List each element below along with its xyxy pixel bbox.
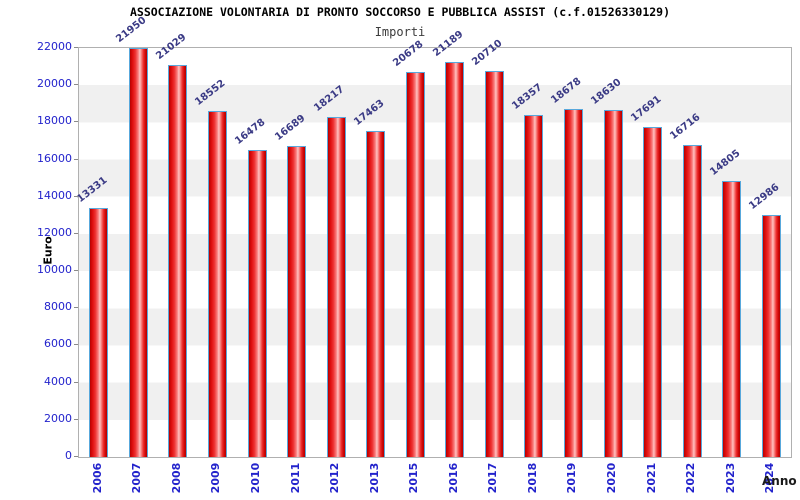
y-tick-label: 4000 xyxy=(44,374,72,388)
x-tick-label: 2022 xyxy=(684,462,698,494)
x-tick-label: 2009 xyxy=(209,462,223,494)
bar-2015 xyxy=(405,72,425,457)
bar-2017 xyxy=(484,71,504,457)
bar-2010 xyxy=(247,150,267,457)
x-tick-label: 2020 xyxy=(605,462,618,494)
y-tick-label: 10000 xyxy=(37,263,72,277)
bar-value-label: 18630 xyxy=(589,76,624,107)
bar-2007 xyxy=(128,48,148,457)
y-tick-label: 14000 xyxy=(37,188,72,202)
bar-2012 xyxy=(326,117,346,457)
bar-value-label: 20678 xyxy=(391,38,426,69)
bar-2021 xyxy=(643,127,663,457)
chart-title: ASSOCIAZIONE VOLONTARIA DI PRONTO SOCCOR… xyxy=(129,5,671,19)
bar-2006 xyxy=(89,208,109,457)
bar-2013 xyxy=(366,131,386,457)
bar-2023 xyxy=(722,181,742,457)
y-axis-title: Euro xyxy=(41,236,55,265)
x-tick-label: 2006 xyxy=(90,462,104,494)
x-tick-label: 2010 xyxy=(249,462,262,494)
bar-value-label: 17463 xyxy=(351,97,387,128)
y-tick-mark xyxy=(74,233,78,234)
bar-value-label: 16478 xyxy=(233,116,268,147)
x-tick-label: 2019 xyxy=(565,462,579,494)
y-tick-label: 2000 xyxy=(44,411,72,425)
y-tick-mark xyxy=(74,47,78,48)
y-tick-mark xyxy=(74,456,78,457)
y-tick-mark xyxy=(74,196,78,197)
y-tick-mark xyxy=(74,159,78,160)
bar-value-label: 14805 xyxy=(707,147,743,178)
bar-value-label: 20710 xyxy=(470,37,505,68)
y-tick-label: 18000 xyxy=(37,114,72,128)
x-tick-label: 2008 xyxy=(169,462,183,494)
y-tick-label: 0 xyxy=(65,449,72,462)
bar-2019 xyxy=(563,109,583,457)
y-tick-mark xyxy=(74,307,78,308)
x-tick-label: 2007 xyxy=(130,462,144,494)
x-tick-label: 2023 xyxy=(723,462,737,494)
y-tick-label: 12000 xyxy=(37,225,72,239)
bar-2008 xyxy=(168,65,188,457)
y-tick-mark xyxy=(74,270,78,271)
bar-value-label: 13331 xyxy=(74,174,110,205)
bar-value-label: 12986 xyxy=(747,181,782,212)
y-tick-label: 22000 xyxy=(37,40,72,53)
bar-value-label: 18552 xyxy=(193,77,228,108)
bar-2024 xyxy=(761,215,781,457)
x-tick-label: 2021 xyxy=(644,462,658,494)
plot-area: 13331 21950 21029 18552 16478 16689 18217 17463… xyxy=(74,15,792,458)
x-tick-label: 2012 xyxy=(328,462,342,494)
x-tick-label: 2018 xyxy=(525,462,539,494)
x-tick-label: 2017 xyxy=(486,462,500,494)
bar-value-label: 17691 xyxy=(628,93,663,124)
x-tick-label: 2011 xyxy=(288,462,302,494)
bar-2016 xyxy=(445,62,465,457)
y-tick-mark xyxy=(74,84,78,85)
bar-2018 xyxy=(524,115,544,457)
x-tick-label: 2016 xyxy=(446,462,460,494)
y-tick-label: 6000 xyxy=(44,337,72,351)
x-tick-label: 2013 xyxy=(367,462,381,494)
x-tick-label: 2015 xyxy=(407,462,421,494)
bar-value-label: 16689 xyxy=(272,112,307,143)
chart-subtitle: Importi xyxy=(374,25,426,39)
x-axis-title: Anno xyxy=(762,474,797,488)
y-tick-mark xyxy=(74,121,78,122)
bar-value-label: 16716 xyxy=(668,111,703,142)
y-tick-label: 16000 xyxy=(37,151,72,165)
bar-2022 xyxy=(682,145,702,457)
y-tick-label: 8000 xyxy=(44,300,72,314)
y-tick-label: 20000 xyxy=(37,77,72,91)
bar-value-label: 18678 xyxy=(549,75,584,106)
bar-value-label: 18357 xyxy=(510,81,545,112)
y-tick-mark xyxy=(74,382,78,383)
y-tick-mark xyxy=(74,419,78,420)
bar-2011 xyxy=(287,146,307,457)
bar-2020 xyxy=(603,110,623,457)
y-tick-mark xyxy=(74,344,78,345)
bar-2009 xyxy=(207,111,227,457)
bar-value-label: 18217 xyxy=(312,83,347,114)
